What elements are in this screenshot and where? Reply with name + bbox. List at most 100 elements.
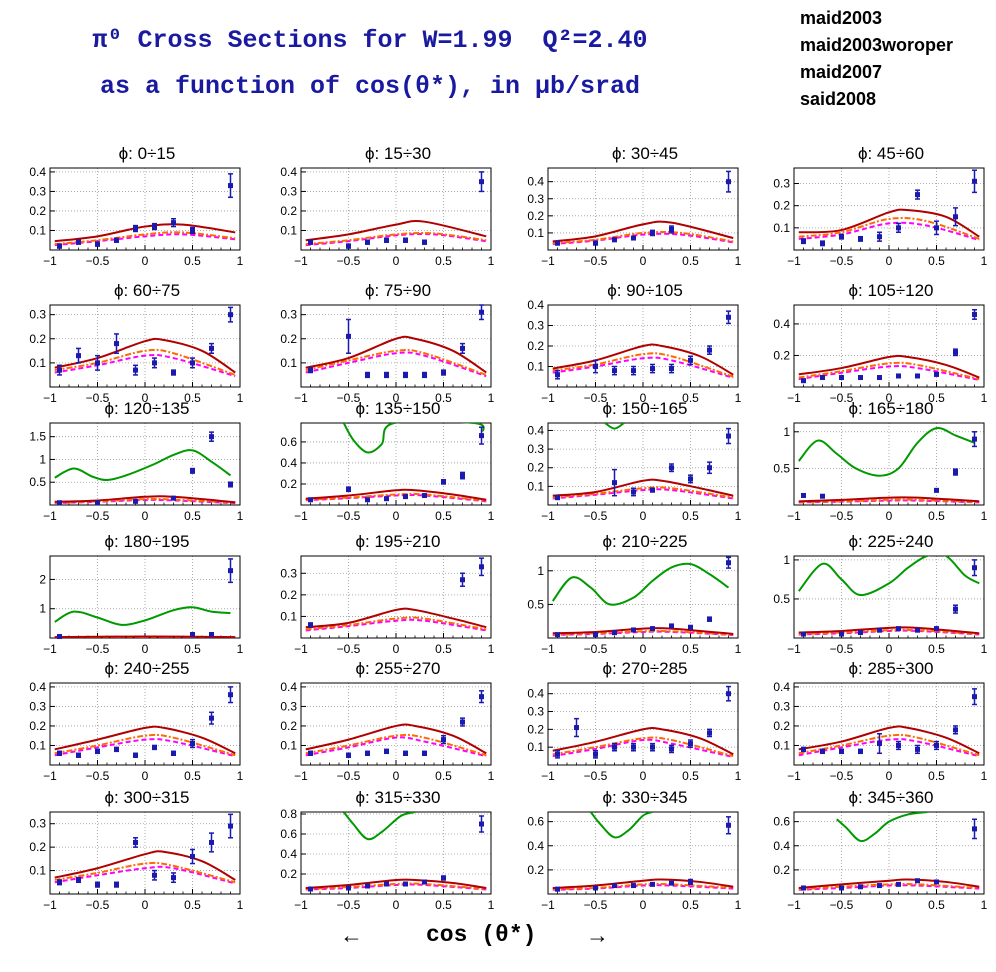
data-point [650, 363, 655, 374]
y-tick-label: 0.3 [527, 319, 544, 333]
data-point [877, 375, 882, 381]
series-maid2003 [552, 486, 734, 499]
data-points [57, 173, 233, 249]
x-tick-label: −0.5 [86, 642, 110, 656]
data-marker [171, 495, 176, 501]
panel-plot: −1 −0.5 0 0.5 1 0.1 0.2 0.3 [773, 167, 988, 268]
data-marker [877, 741, 882, 747]
data-marker [365, 883, 370, 889]
data-point [460, 342, 465, 354]
x-tick-label: 0 [640, 898, 647, 912]
panel-plot: −1 −0.5 0 0.5 1 0.1 0.2 0.3 0.4 [527, 422, 742, 523]
data-marker [801, 378, 806, 384]
data-marker [76, 353, 81, 359]
data-marker [820, 375, 825, 381]
series-maid2007 [305, 723, 487, 755]
data-point [152, 222, 157, 231]
data-point [896, 626, 901, 632]
data-marker [228, 568, 233, 574]
y-tick-label: 0.1 [29, 223, 46, 237]
y-tick-label: 0.1 [29, 738, 46, 752]
data-point [858, 884, 863, 890]
x-tick-label: 1 [735, 769, 742, 783]
series-maid2003woroper [54, 865, 236, 885]
data-point [365, 497, 370, 503]
data-marker [650, 744, 655, 750]
data-points [555, 170, 731, 246]
data-point [422, 239, 427, 245]
data-point [555, 632, 560, 638]
data-marker [612, 237, 617, 243]
data-point [612, 237, 617, 243]
x-tick-label: −0.5 [86, 254, 110, 268]
series-maid2003 [552, 352, 734, 378]
panel-1: −1 −0.5 0 0.5 1 0.1 0.2 0.3 0.4 ϕ: 15÷30 [253, 144, 501, 312]
data-marker [403, 494, 408, 500]
data-points [555, 685, 731, 759]
model-curves [551, 562, 734, 636]
panel-title: ϕ: 165÷180 [848, 399, 934, 418]
y-tick-label: 0.5 [773, 592, 790, 606]
x-tick-label: −1 [294, 391, 308, 405]
data-point [688, 739, 693, 748]
series-maid2007 [305, 488, 487, 501]
data-point [133, 498, 138, 504]
data-point [133, 837, 138, 848]
data-point [726, 685, 731, 702]
model-curves [305, 423, 487, 503]
data-point [934, 740, 939, 751]
data-point [190, 738, 195, 749]
data-point [574, 717, 579, 738]
data-marker [228, 312, 233, 318]
x-tick-label: 0.5 [184, 391, 201, 405]
data-marker [308, 750, 313, 756]
data-point [877, 883, 882, 889]
series-maid2003woroper [54, 353, 236, 378]
panel-plot: −1 −0.5 0 0.5 1 0.1 0.2 0.3 0.4 [527, 298, 741, 405]
x-tick-label: 0.5 [184, 898, 201, 912]
data-marker [801, 238, 806, 244]
data-marker [707, 730, 712, 736]
x-tick-label: −1 [541, 254, 555, 268]
panel-title: ϕ: 210÷225 [602, 532, 688, 551]
data-marker [858, 748, 863, 754]
panel-title: ϕ: 135÷150 [355, 399, 441, 418]
x-tick-label: 0.5 [184, 254, 201, 268]
data-marker [820, 493, 825, 499]
arrow-left-icon: ← [340, 922, 363, 948]
series-maid2003woroper [305, 736, 487, 758]
panel-title: ϕ: 255÷270 [355, 659, 441, 678]
panel-13: −1 −0.5 0 0.5 1 0.1 0.2 0.3 ϕ: 195÷210 [253, 532, 501, 700]
series-maid2007 [54, 850, 236, 881]
data-point [76, 239, 81, 245]
model-curves [798, 725, 980, 758]
y-tick-label: 0.3 [527, 192, 544, 206]
panel-20: −1 −0.5 0 0.5 1 0.1 0.2 0.3 ϕ: 300÷315 [2, 788, 250, 956]
x-tick-label: −0.5 [584, 391, 608, 405]
data-marker [346, 333, 351, 339]
panel-0: −1 −0.5 0 0.5 1 0.1 0.2 0.3 0.4 ϕ: 0÷15 [2, 144, 250, 312]
data-point [76, 752, 81, 758]
x-tick-label: 0 [886, 391, 893, 405]
x-tick-label: 1 [735, 254, 742, 268]
x-tick-label: −1 [541, 642, 555, 656]
panel-title: ϕ: 315÷330 [355, 788, 441, 807]
data-point [95, 748, 100, 755]
data-marker [171, 875, 176, 881]
y-tick-label: 0.2 [527, 339, 544, 353]
data-point [346, 486, 351, 493]
data-marker [422, 372, 427, 378]
y-tick-label: 0.2 [280, 477, 297, 491]
data-marker [57, 500, 62, 506]
data-point [650, 229, 655, 237]
panel-title: ϕ: 120÷135 [104, 399, 190, 418]
data-point [422, 493, 427, 499]
data-marker [574, 725, 579, 731]
model-curves [54, 337, 236, 378]
data-marker [422, 879, 427, 885]
series-maid2007 [552, 727, 734, 756]
data-marker [669, 227, 674, 232]
data-point [915, 189, 920, 200]
data-point [896, 740, 901, 751]
data-marker [650, 881, 655, 887]
